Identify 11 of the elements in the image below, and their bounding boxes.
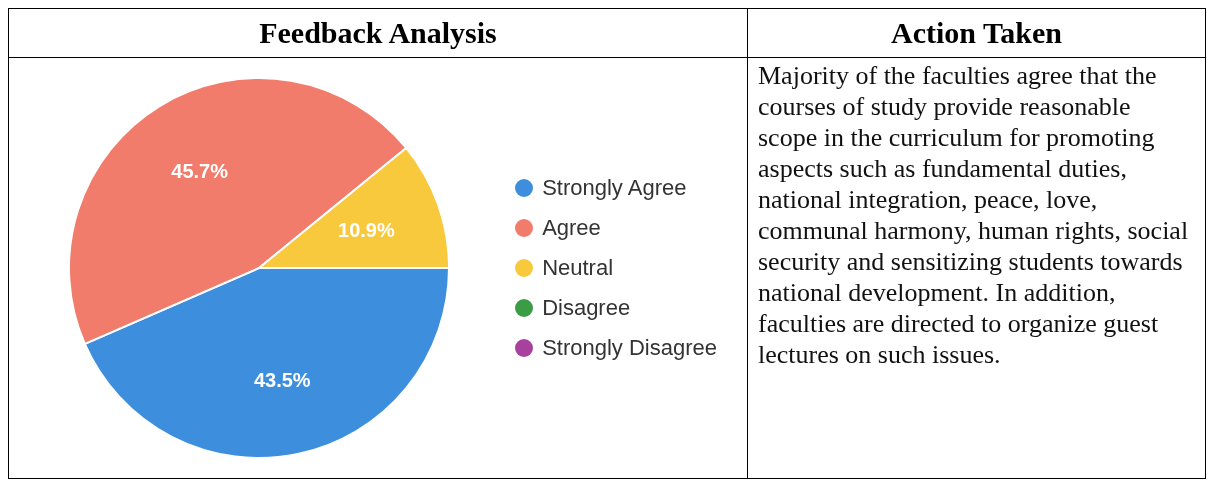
data-label: 45.7%	[171, 159, 229, 182]
legend-label: Disagree	[542, 295, 631, 321]
data-label: 43.5%	[253, 368, 311, 391]
data-label: 10.9%	[338, 218, 395, 241]
text: Action Taken	[748, 9, 1205, 58]
legend-label: Agree	[542, 215, 601, 241]
legend-label: Neutral	[542, 255, 614, 281]
chart-title: Feedback Analysis	[9, 9, 747, 58]
legend-label: Strongly Agree	[542, 175, 687, 201]
text: Majority of the faculties agree that the courses of study provide reasonable scope in the curriculum for promoting aspects such as fundamental duties, national integration, peace, love, communal harmony, human rights, social security and sensitizing students towards national development. In addition, faculties are directed to organize guest lectures on such issues.	[758, 61, 1189, 369]
legend-label: Strongly Disagree	[542, 335, 717, 361]
